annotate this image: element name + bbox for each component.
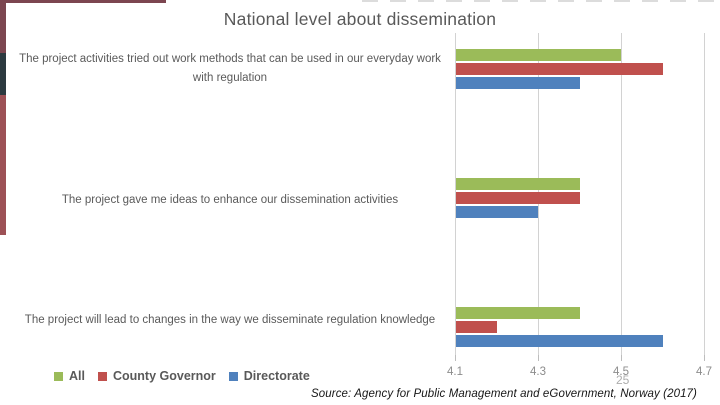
bar-all <box>456 49 621 61</box>
x-axis-tick <box>455 355 456 361</box>
x-axis-tick-label: 4.1 <box>447 366 463 378</box>
chart-title: National level about dissemination <box>223 9 497 29</box>
x-axis-tick-label: 4.5 <box>613 366 629 378</box>
bar-county-governor <box>456 192 580 204</box>
category-label: The project will lead to changes in the … <box>24 314 436 326</box>
bar-directorate <box>456 77 580 89</box>
source-caption: Source: Agency for Public Management and… <box>311 388 697 400</box>
legend-label-county-governor: County Governor <box>112 369 216 383</box>
bar-all <box>456 178 580 190</box>
gridline <box>621 33 622 355</box>
legend-swatch-all <box>54 371 63 381</box>
legend-item-all: All <box>54 369 85 383</box>
legend-label-directorate: Directorate <box>243 369 310 383</box>
top-edge-bar <box>0 0 166 3</box>
chart-legend: All County Governor Directorate <box>54 369 310 383</box>
x-axis-tick-label: 4.7 <box>696 366 712 378</box>
legend-item-county-governor: County Governor <box>97 369 216 383</box>
x-axis-tick <box>538 355 539 361</box>
bar-all <box>456 307 580 319</box>
page-number: 25 <box>616 373 630 387</box>
category-label: The project activities tried out work me… <box>19 53 441 84</box>
x-axis-tick <box>621 355 622 361</box>
legend-item-directorate: Directorate <box>228 369 310 383</box>
legend-label-all: All <box>69 369 85 383</box>
left-edge-segment-mid <box>0 53 6 95</box>
x-axis-tick <box>704 355 705 361</box>
left-edge-segment-top <box>0 0 6 53</box>
left-edge-segment-low <box>0 95 6 235</box>
x-axis-tick-label: 4.3 <box>530 366 546 378</box>
legend-swatch-directorate <box>228 371 238 381</box>
bar-directorate <box>456 335 663 347</box>
bar-county-governor <box>456 63 663 75</box>
gridline <box>455 33 456 355</box>
bar-directorate <box>456 206 538 218</box>
top-edge-dashed-line <box>362 0 720 2</box>
category-label: The project gave me ideas to enhance our… <box>61 194 399 206</box>
gridline <box>704 33 705 355</box>
legend-swatch-county-governor <box>97 371 107 381</box>
bar-county-governor <box>456 321 497 333</box>
